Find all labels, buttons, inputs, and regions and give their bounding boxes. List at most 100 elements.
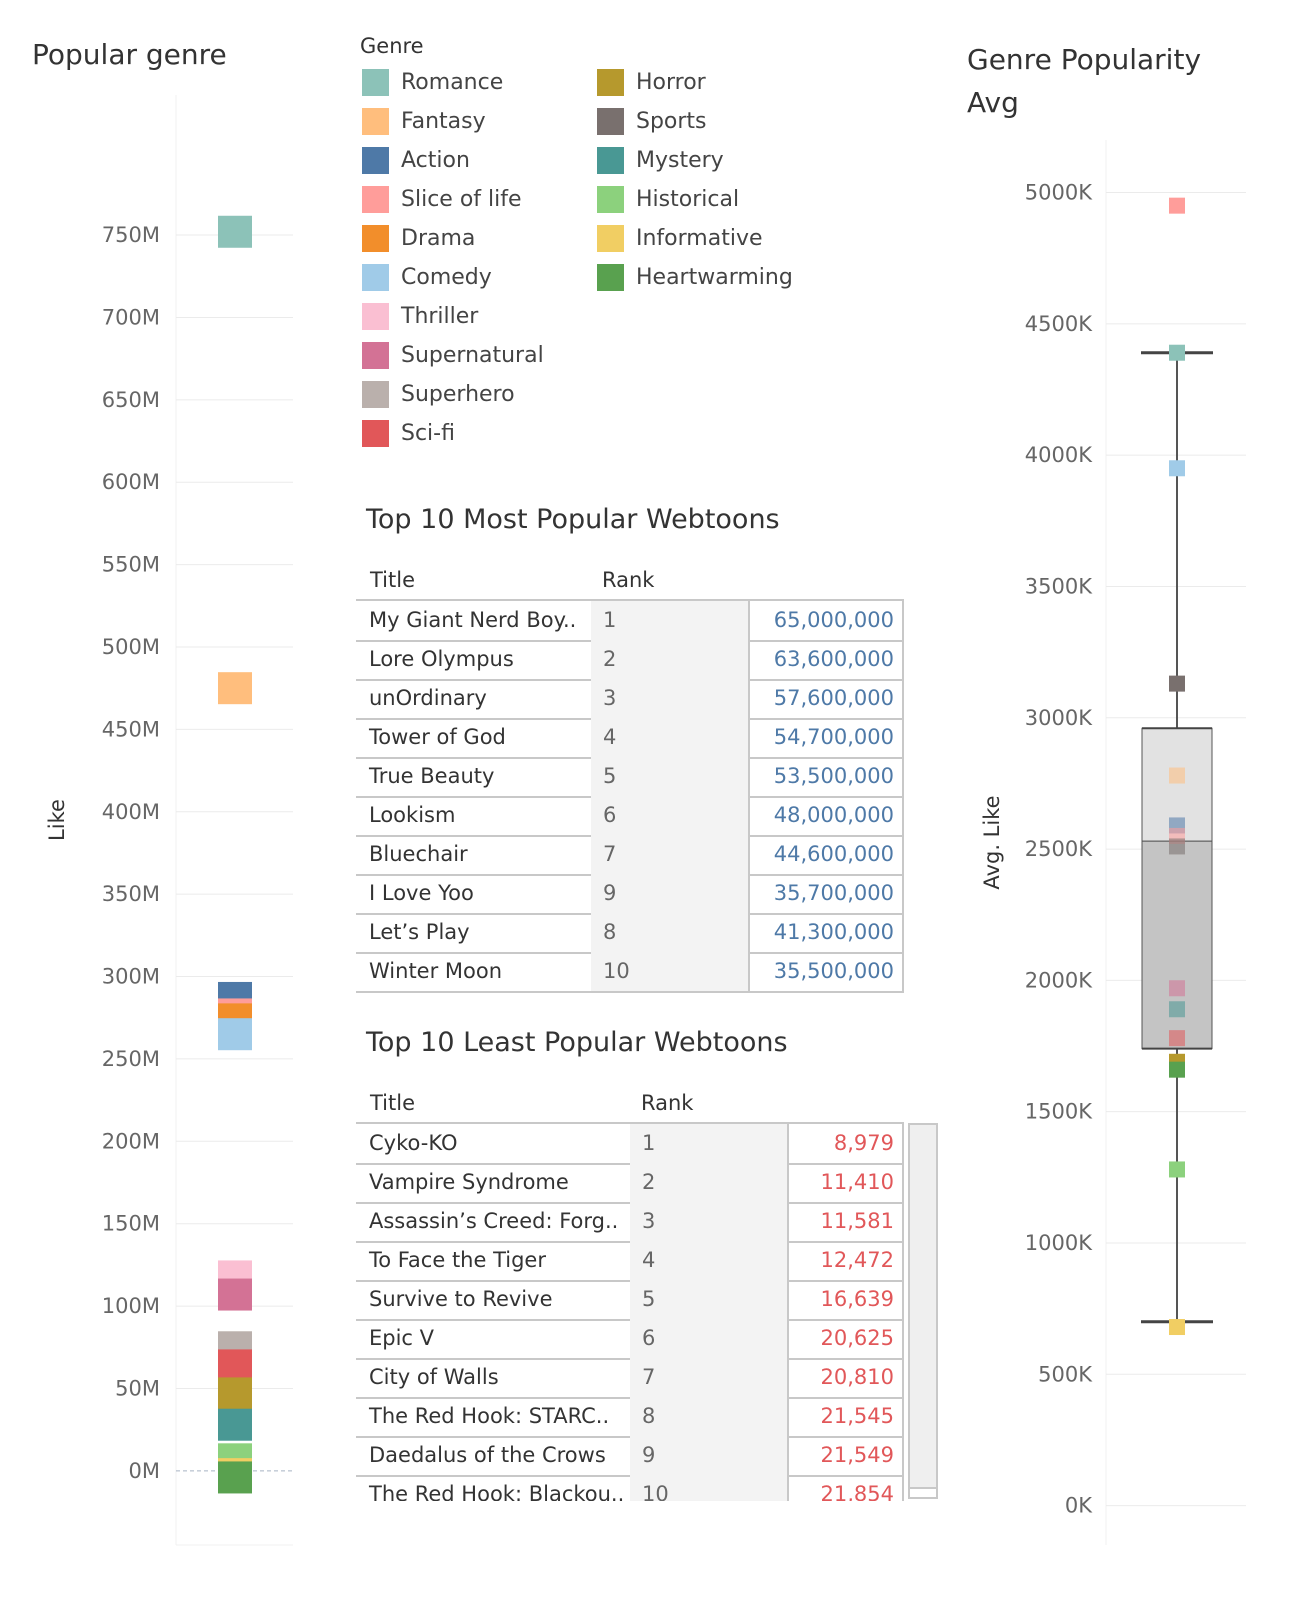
legend-label: Action bbox=[401, 147, 470, 173]
legend-item[interactable]: Fantasy bbox=[362, 106, 486, 136]
table-row[interactable]: The Red Hook: STARC.. 8 21,545 bbox=[356, 1397, 904, 1438]
legend-swatch bbox=[362, 68, 389, 96]
table-row[interactable]: Vampire Syndrome 2 11,410 bbox=[356, 1163, 904, 1204]
y-tick-label: 50M bbox=[115, 1376, 160, 1400]
legend-item[interactable]: Slice of life bbox=[362, 184, 522, 214]
table-row[interactable]: City of Walls 7 20,810 bbox=[356, 1358, 904, 1399]
legend-swatch bbox=[597, 263, 624, 291]
cell-rank: 2 bbox=[591, 640, 748, 679]
table-row[interactable]: I Love Yoo 9 35,700,000 bbox=[356, 874, 904, 915]
cell-value: 65,000,000 bbox=[748, 601, 904, 640]
y-tick-label: 0K bbox=[1065, 1494, 1093, 1518]
table-row[interactable]: The Red Hook: Blackou.. 10 21,854 bbox=[356, 1475, 904, 1501]
cell-value: 20,810 bbox=[787, 1358, 904, 1397]
legend-swatch bbox=[597, 68, 624, 96]
legend-item[interactable]: Sci-fi bbox=[362, 418, 455, 448]
cell-title: The Red Hook: STARC.. bbox=[369, 1404, 610, 1428]
scatter-point bbox=[1169, 1001, 1185, 1018]
cell-rank: 4 bbox=[591, 718, 748, 757]
cell-title: Cyko-KO bbox=[369, 1131, 458, 1155]
table-row[interactable]: Bluechair 7 44,600,000 bbox=[356, 835, 904, 876]
legend-item[interactable]: Horror bbox=[597, 67, 706, 97]
col-header-rank[interactable]: Rank bbox=[641, 1091, 694, 1115]
cell-title: True Beauty bbox=[369, 764, 495, 788]
table-row[interactable]: Daedalus of the Crows 9 21,549 bbox=[356, 1436, 904, 1477]
table-row[interactable]: Let’s Play 8 41,300,000 bbox=[356, 913, 904, 954]
y-tick-label: 400M bbox=[102, 800, 160, 824]
legend-item[interactable]: Supernatural bbox=[362, 340, 544, 370]
legend-label: Heartwarming bbox=[636, 264, 793, 290]
scrollbar-thumb[interactable] bbox=[910, 1487, 936, 1497]
table-row[interactable]: unOrdinary 3 57,600,000 bbox=[356, 679, 904, 720]
cell-value: 53,500,000 bbox=[748, 757, 904, 796]
bar-mark bbox=[218, 672, 252, 705]
least-webtoons-table: Title Rank Cyko-KO 1 8,979 Vampire Syndrome 2 1… bbox=[356, 1091, 946, 1501]
col-header-title[interactable]: Title bbox=[370, 1091, 416, 1115]
table-row[interactable]: Winter Moon 10 35,500,000 bbox=[356, 952, 904, 993]
legend-item[interactable]: Historical bbox=[597, 184, 739, 214]
scatter-point bbox=[1169, 1061, 1185, 1078]
table-top-border bbox=[356, 1122, 904, 1124]
cell-rank: 3 bbox=[591, 679, 748, 718]
cell-title: Bluechair bbox=[369, 842, 468, 866]
legend-item[interactable]: Informative bbox=[597, 223, 763, 253]
cell-value: 8,979 bbox=[787, 1124, 904, 1163]
table-row[interactable]: To Face the Tiger 4 12,472 bbox=[356, 1241, 904, 1282]
cell-value: 11,581 bbox=[787, 1202, 904, 1241]
col-header-rank[interactable]: Rank bbox=[602, 568, 655, 592]
legend-label: Slice of life bbox=[401, 186, 522, 212]
y-tick-label: 500K bbox=[1038, 1362, 1093, 1386]
cell-rank: 1 bbox=[630, 1124, 787, 1163]
y-tick-label: 4000K bbox=[1025, 443, 1093, 467]
legend-item[interactable]: Drama bbox=[362, 223, 475, 253]
y-tick-label: 350M bbox=[102, 882, 160, 906]
cell-value: 57,600,000 bbox=[748, 679, 904, 718]
table-row[interactable]: Epic V 6 20,625 bbox=[356, 1319, 904, 1360]
legend-item[interactable]: Mystery bbox=[597, 145, 724, 175]
cell-rank: 5 bbox=[630, 1280, 787, 1319]
legend-item[interactable]: Heartwarming bbox=[597, 262, 793, 292]
cell-value: 20,625 bbox=[787, 1319, 904, 1358]
bar-mark bbox=[218, 1408, 252, 1441]
legend-item[interactable]: Thriller bbox=[362, 301, 478, 331]
legend-label: Sci-fi bbox=[401, 420, 455, 446]
top-table-title: Top 10 Most Popular Webtoons bbox=[366, 504, 780, 535]
legend-item[interactable]: Superhero bbox=[362, 379, 515, 409]
legend-item[interactable]: Sports bbox=[597, 106, 707, 136]
cell-rank: 1 bbox=[591, 601, 748, 640]
cell-title: unOrdinary bbox=[369, 686, 487, 710]
legend-swatch bbox=[597, 146, 624, 174]
table-row[interactable]: Lore Olympus 2 63,600,000 bbox=[356, 640, 904, 681]
table-row[interactable]: True Beauty 5 53,500,000 bbox=[356, 757, 904, 798]
table-row[interactable]: Lookism 6 48,000,000 bbox=[356, 796, 904, 837]
scatter-point bbox=[1169, 980, 1185, 997]
table-row[interactable]: My Giant Nerd Boy.. 1 65,000,000 bbox=[356, 601, 904, 642]
genre-legend: Genre Romance Fantasy Action Slice of life D… bbox=[360, 34, 830, 454]
bottom-table-title: Top 10 Least Popular Webtoons bbox=[366, 1027, 788, 1058]
table-top-border bbox=[356, 599, 904, 601]
scatter-point bbox=[1169, 344, 1185, 361]
cell-title: The Red Hook: Blackou.. bbox=[369, 1482, 625, 1501]
table-row[interactable]: Assassin’s Creed: Forg.. 3 11,581 bbox=[356, 1202, 904, 1243]
legend-swatch bbox=[362, 263, 389, 291]
cell-title: Lore Olympus bbox=[369, 647, 514, 671]
table-row[interactable]: Survive to Revive 5 16,639 bbox=[356, 1280, 904, 1321]
cell-title: To Face the Tiger bbox=[369, 1248, 546, 1272]
genre-popularity-title: Genre Popularity Avg bbox=[967, 43, 1202, 119]
legend-item[interactable]: Action bbox=[362, 145, 470, 175]
legend-swatch bbox=[362, 146, 389, 174]
y-tick-label: 650M bbox=[102, 388, 160, 412]
table-row[interactable]: Tower of God 4 54,700,000 bbox=[356, 718, 904, 759]
legend-item[interactable]: Romance bbox=[362, 67, 503, 97]
cell-rank: 10 bbox=[591, 952, 748, 991]
y-tick-label: 1500K bbox=[1025, 1100, 1093, 1124]
table-scrollbar[interactable] bbox=[908, 1123, 938, 1499]
col-header-title[interactable]: Title bbox=[370, 568, 416, 592]
cell-value: 16,639 bbox=[787, 1280, 904, 1319]
cell-rank: 4 bbox=[630, 1241, 787, 1280]
legend-swatch bbox=[362, 185, 389, 213]
cell-title: Daedalus of the Crows bbox=[369, 1443, 606, 1467]
table-row[interactable]: Cyko-KO 1 8,979 bbox=[356, 1124, 904, 1165]
legend-item[interactable]: Comedy bbox=[362, 262, 492, 292]
scatter-point bbox=[1169, 838, 1185, 855]
